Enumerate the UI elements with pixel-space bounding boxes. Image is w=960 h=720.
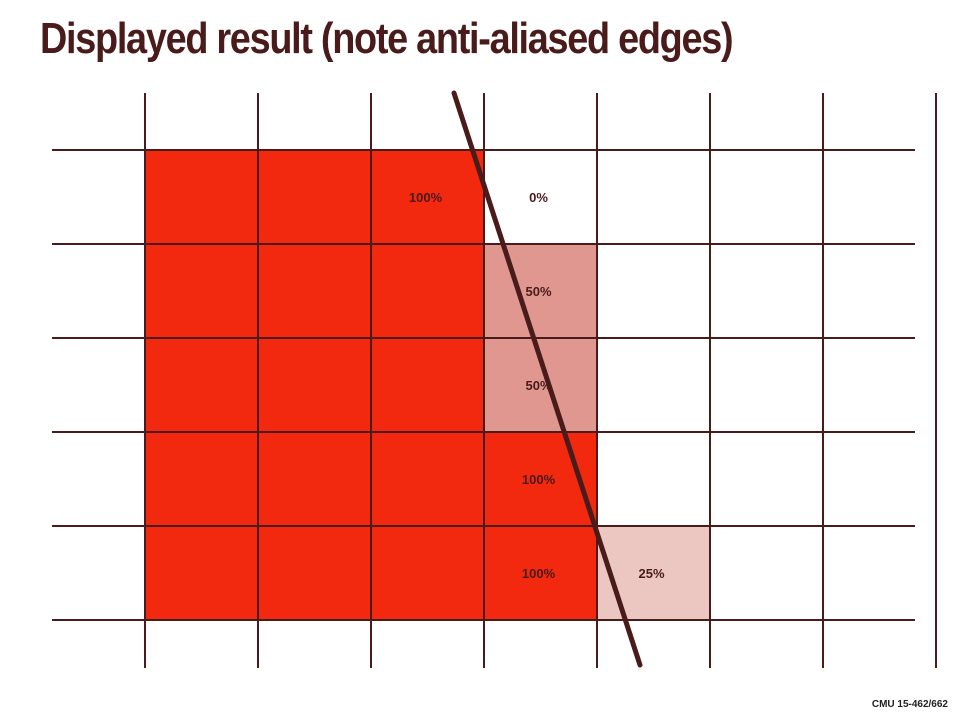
pixel-cell [258,244,371,338]
pixel-cell [258,150,371,244]
pixel-cell [145,432,258,526]
pixel-cell [597,526,710,620]
coverage-label: 100% [409,190,443,205]
pixel-cell [145,338,258,432]
pixel-cell [145,150,258,244]
pixel-cell [145,526,258,620]
coverage-label: 100% [522,566,556,581]
pixel-cell [258,526,371,620]
coverage-label: 25% [638,566,664,581]
pixel-cell [145,244,258,338]
course-footer: CMU 15-462/662 [871,699,948,710]
pixel-cell [371,244,484,338]
coverage-label: 50% [525,284,551,299]
pixel-cell [484,526,597,620]
coverage-label: 100% [522,472,556,487]
pixel-cell [371,432,484,526]
pixel-cell [371,150,484,244]
pixel-cell [258,432,371,526]
pixel-cell [371,338,484,432]
coverage-label: 0% [529,190,548,205]
page-title: Displayed result (note anti-aliased edge… [40,14,734,63]
pixel-cell [258,338,371,432]
pixel-cells [145,150,710,620]
pixel-cell [484,244,597,338]
pixel-cell [371,526,484,620]
triangle-edge-line [451,90,643,668]
